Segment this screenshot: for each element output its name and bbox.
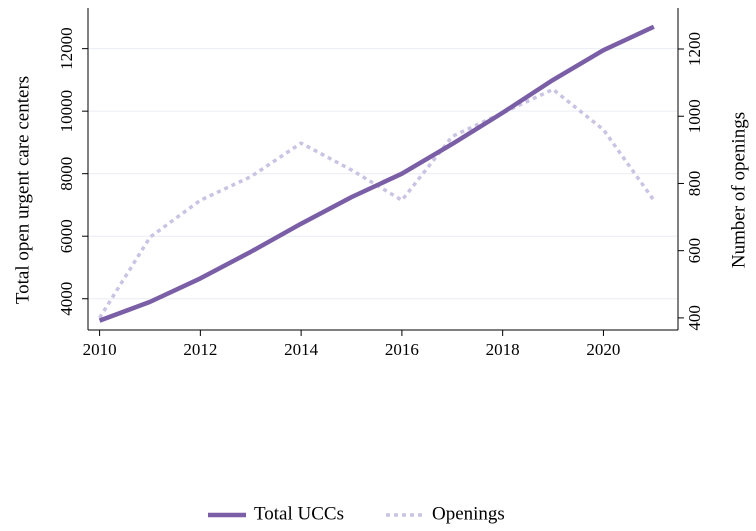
x-tick-label: 2012 (183, 340, 217, 359)
y2-axis-label: Number of openings (728, 112, 749, 268)
y2-tick-label: 1200 (685, 32, 704, 66)
y-tick-label: 6000 (57, 219, 76, 253)
x-tick-label: 2020 (586, 340, 620, 359)
y2-tick-label: 400 (685, 305, 704, 331)
legend-label: Total UCCs (254, 503, 344, 524)
y2-tick-label: 800 (685, 171, 704, 197)
y2-tick-label: 600 (685, 238, 704, 263)
series-line (98, 24, 655, 323)
y-tick-label: 12000 (57, 27, 76, 70)
y-axis-label: Total open urgent care centers (12, 76, 33, 304)
series-line (98, 87, 656, 319)
x-tick-label: 2010 (83, 340, 117, 359)
legend-label: Openings (432, 503, 505, 524)
x-tick-label: 2016 (385, 340, 419, 359)
x-tick-label: 2018 (486, 340, 520, 359)
y2-tick-label: 1000 (685, 99, 704, 133)
x-tick-label: 2014 (284, 340, 319, 359)
y-tick-label: 8000 (57, 157, 76, 191)
y-tick-label: 10000 (57, 90, 76, 132)
y-tick-label: 4000 (57, 282, 76, 316)
